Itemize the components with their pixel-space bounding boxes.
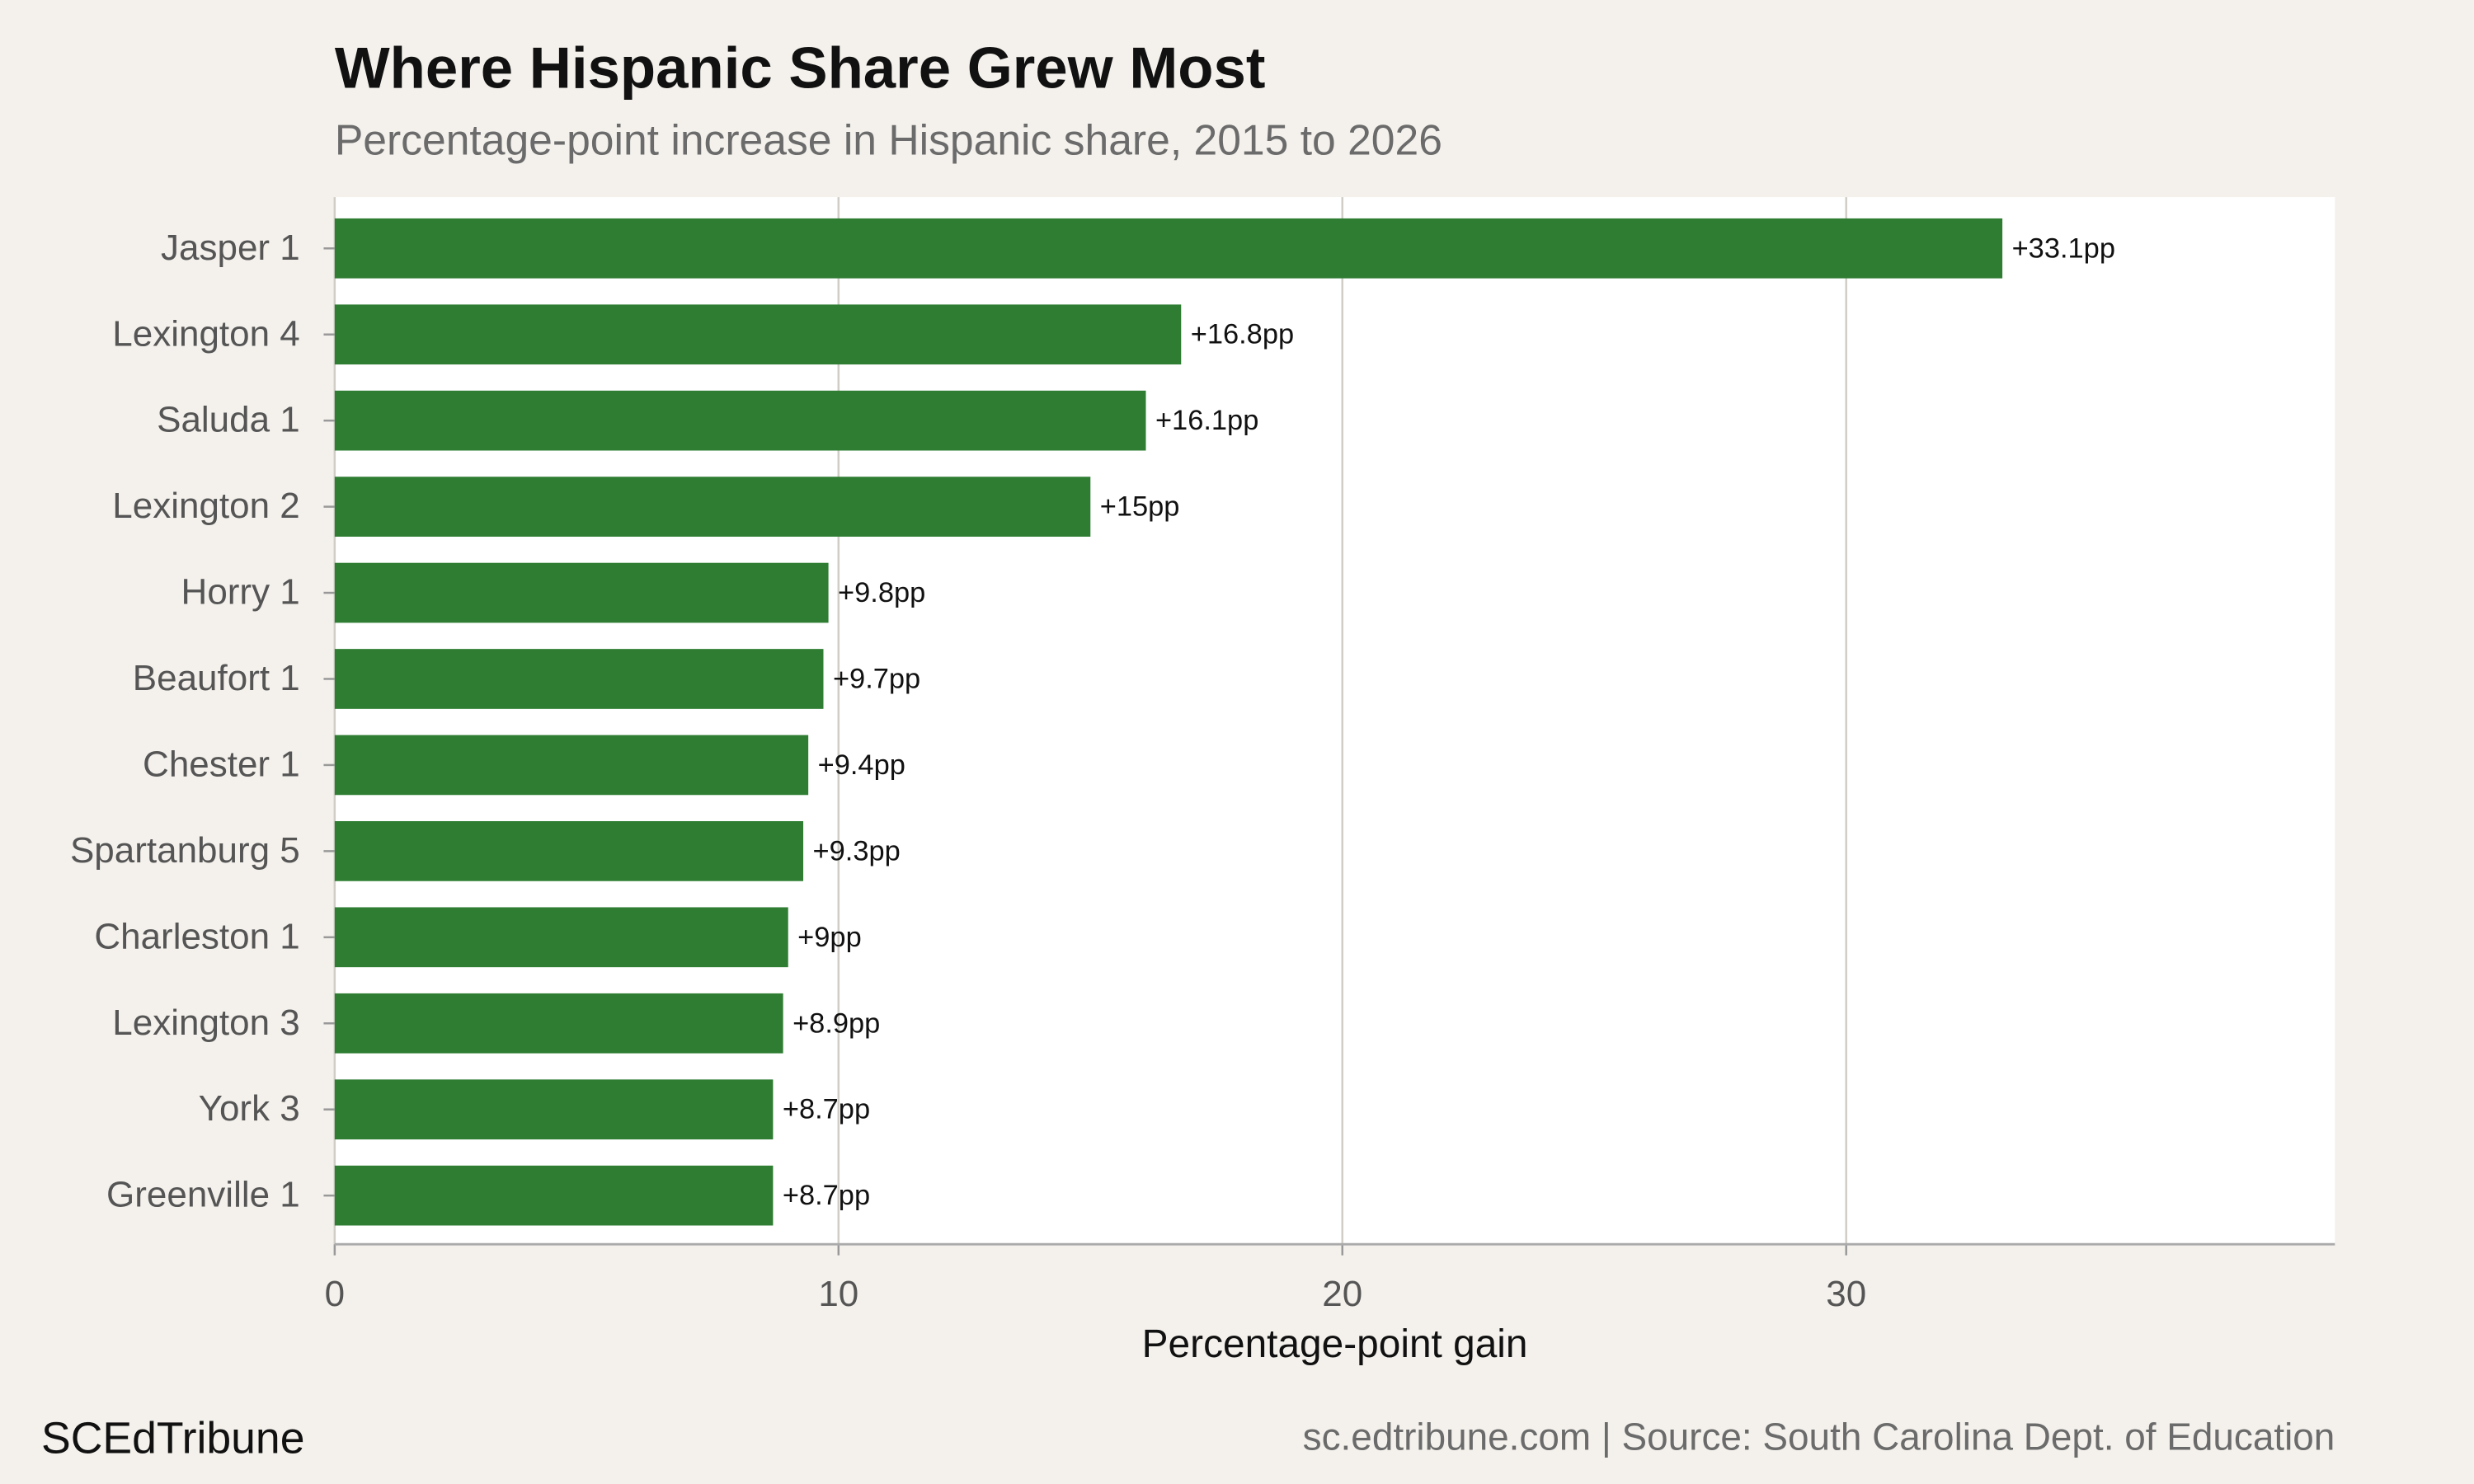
y-tick-label: Lexington 3 [112,1003,299,1043]
y-tick-label: Saluda 1 [157,400,300,440]
y-tick-label: Spartanburg 5 [70,830,300,871]
footer-source: sc.edtribune.com | Source: South Carolin… [1303,1416,2335,1458]
bar [334,390,1146,451]
value-label: +15pp [1100,491,1180,523]
bar [334,562,829,623]
chart-subtitle: Percentage-point increase in Hispanic sh… [335,116,1442,164]
value-label: +9.8pp [838,577,925,608]
x-tick-label: 30 [1826,1274,1866,1314]
bar [334,907,788,968]
bar [334,993,783,1054]
plot-area [334,197,2335,1245]
y-tick-label: Lexington 2 [112,486,299,526]
bar [334,218,2003,279]
y-tick-label: Chester 1 [143,744,300,784]
x-tick-label: 20 [1322,1274,1362,1314]
value-label: +9.3pp [813,835,901,866]
bar [334,735,809,796]
y-tick-label: Beaufort 1 [133,658,300,698]
bar [334,477,1091,537]
bar [334,1079,774,1140]
value-label: +16.8pp [1191,319,1294,350]
footer-brand: SCEdTribune [41,1414,304,1463]
value-label: +8.7pp [783,1094,870,1125]
bar [334,649,824,709]
x-tick-label: 0 [325,1274,345,1314]
y-tick-label: Greenville 1 [106,1175,300,1215]
y-tick-label: Jasper 1 [161,228,300,268]
value-label: +9pp [797,922,862,953]
value-label: +33.1pp [2012,232,2115,264]
y-tick-label: Horry 1 [181,572,300,613]
y-tick-label: Lexington 4 [112,313,299,354]
y-tick-label: Charleston 1 [94,916,299,956]
y-tick-label: York 3 [199,1088,300,1129]
chart-title: Where Hispanic Share Grew Most [335,35,1266,101]
value-label: +9.7pp [833,663,920,694]
bar [334,304,1182,365]
value-label: +8.9pp [793,1007,880,1039]
x-tick-label: 10 [818,1274,858,1314]
value-label: +9.4pp [818,749,905,781]
bar [334,821,804,881]
x-axis-label: Percentage-point gain [1142,1322,1528,1366]
bar [334,1165,774,1226]
value-label: +8.7pp [783,1180,870,1211]
value-label: +16.1pp [1155,405,1258,436]
